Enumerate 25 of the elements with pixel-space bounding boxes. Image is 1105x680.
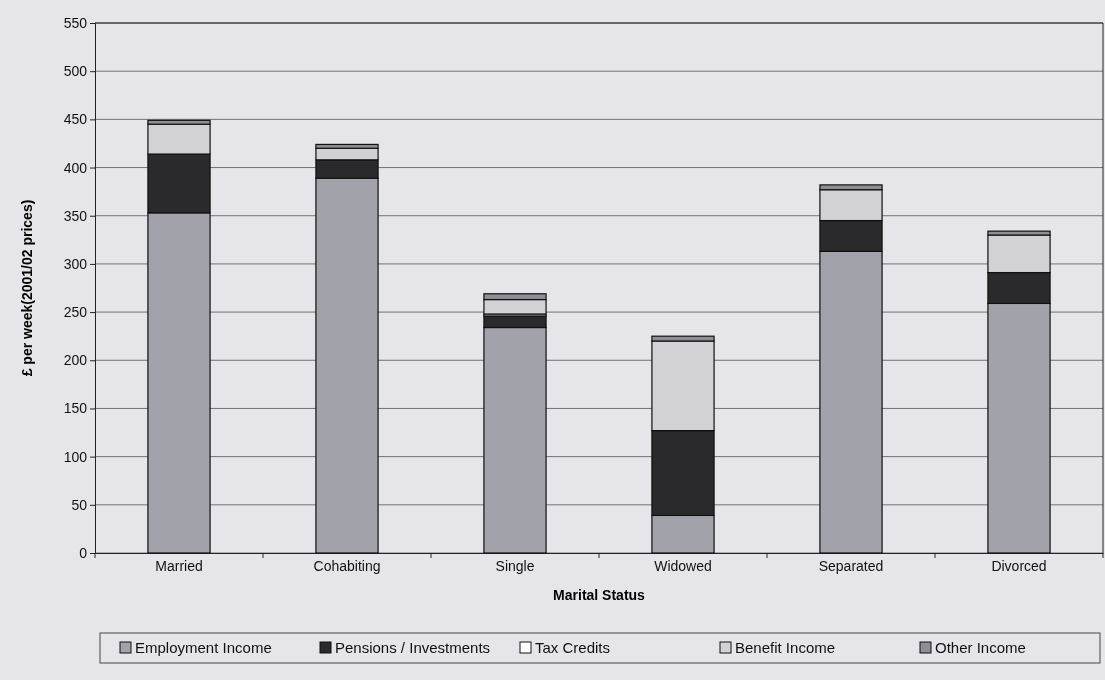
y-tick-label: 400 — [63, 159, 88, 176]
y-tick-label: 500 — [63, 63, 88, 80]
x-tick-label: Separated — [818, 557, 884, 574]
y-tick-label: 100 — [63, 448, 88, 465]
y-axis-title: £ per week(2001/02 prices) — [19, 199, 35, 377]
y-tick-label: 300 — [63, 255, 88, 272]
y-tick-label: 350 — [63, 207, 88, 224]
legend-label: Tax Credits — [535, 639, 611, 656]
legend-label: Employment Income — [135, 639, 272, 656]
y-tick-label: 250 — [63, 304, 88, 321]
y-tick-label: 0 — [79, 544, 88, 561]
x-tick-label: Single — [495, 557, 535, 574]
y-tick-label: 200 — [63, 352, 88, 369]
legend-label: Other Income — [935, 639, 1026, 656]
legend-label: Benefit Income — [735, 639, 836, 656]
y-tick-label: 150 — [63, 400, 88, 417]
x-tick-label: Divorced — [991, 557, 1047, 574]
x-axis-title: Marital Status — [553, 587, 646, 603]
y-tick-label: 550 — [63, 14, 88, 31]
x-tick-label: Married — [155, 557, 203, 574]
x-tick-label: Cohabiting — [313, 557, 381, 574]
legend-label: Pensions / Investments — [335, 639, 491, 656]
y-tick-label: 450 — [63, 111, 88, 128]
x-tick-label: Widowed — [654, 557, 712, 574]
y-tick-label: 50 — [71, 496, 88, 513]
